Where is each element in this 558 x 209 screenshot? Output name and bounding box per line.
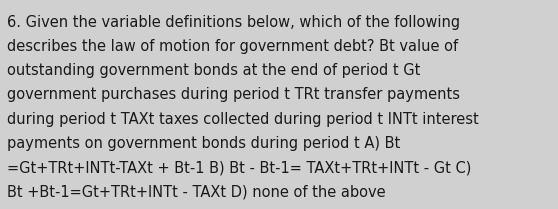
Text: outstanding government bonds at the end of period t Gt: outstanding government bonds at the end … xyxy=(7,63,420,78)
Text: describes the law of motion for government debt? Bt value of: describes the law of motion for governme… xyxy=(7,39,458,54)
Text: during period t TAXt taxes collected during period t INTt interest: during period t TAXt taxes collected dur… xyxy=(7,112,478,127)
Text: payments on government bonds during period t A) Bt: payments on government bonds during peri… xyxy=(7,136,400,151)
Text: Bt +Bt-1=Gt+TRt+INTt - TAXt D) none of the above: Bt +Bt-1=Gt+TRt+INTt - TAXt D) none of t… xyxy=(7,184,386,199)
Text: 6. Given the variable definitions below, which of the following: 6. Given the variable definitions below,… xyxy=(7,15,460,30)
Text: government purchases during period t TRt transfer payments: government purchases during period t TRt… xyxy=(7,87,460,102)
Text: =Gt+TRt+INTt-TAXt + Bt-1 B) Bt - Bt-1= TAXt+TRt+INTt - Gt C): =Gt+TRt+INTt-TAXt + Bt-1 B) Bt - Bt-1= T… xyxy=(7,160,471,175)
